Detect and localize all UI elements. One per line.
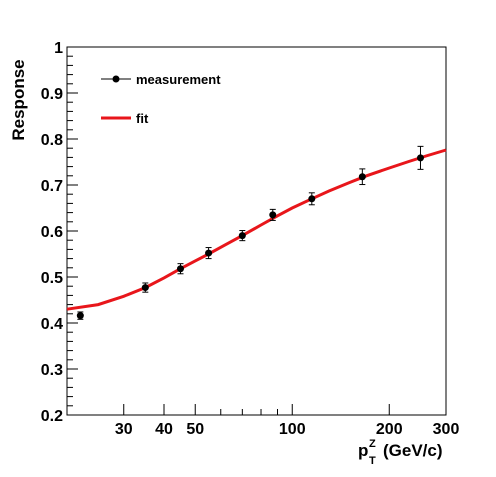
- y-tick-label: 0.6: [41, 224, 63, 241]
- legend-label-measurement: measurement: [136, 72, 221, 87]
- y-tick-label: 0.3: [41, 362, 63, 379]
- x-tick-label: 40: [155, 421, 173, 438]
- measurement-marker: [238, 232, 246, 240]
- y-tick-label: 0.7: [41, 178, 63, 195]
- measurement-marker: [308, 195, 316, 203]
- y-axis-title: Response: [9, 59, 28, 140]
- plot-frame: [66, 46, 447, 416]
- plot-series: [66, 145, 447, 320]
- x-axis-title: p Z T (GeV/c): [358, 438, 443, 467]
- measurement-point: [358, 168, 366, 186]
- measurement-marker: [205, 249, 213, 257]
- measurement-marker: [416, 154, 424, 162]
- x-axis: 30 40 50 100 200 300: [66, 404, 460, 438]
- measurement-point: [238, 230, 246, 242]
- x-tick-label: 300: [433, 421, 460, 438]
- legend: measurement fit: [101, 72, 221, 126]
- y-tick-label: 0.2: [41, 408, 63, 425]
- measurement-point: [141, 282, 149, 293]
- svg-text:p: p: [358, 441, 368, 460]
- fit-curve: [66, 148, 447, 311]
- y-axis: 0.2 0.3 0.4 0.5 0.6 0.7 0.8 0.9 1: [41, 40, 78, 425]
- x-tick-label: 50: [186, 421, 204, 438]
- y-tick-label: 0.8: [41, 132, 63, 149]
- measurement-marker: [141, 284, 149, 292]
- x-axis-title-unit: (GeV/c): [383, 441, 443, 460]
- measurement-point: [416, 145, 424, 170]
- measurement-marker: [358, 173, 366, 181]
- y-tick-label: 0.4: [41, 316, 63, 333]
- x-tick-label: 200: [376, 421, 403, 438]
- measurement-point: [205, 247, 213, 260]
- y-tick-label: 0.5: [41, 270, 63, 287]
- measurement-point: [176, 263, 184, 275]
- measurement-marker: [176, 265, 184, 273]
- measurement-marker: [269, 211, 277, 219]
- legend-entry-measurement: measurement: [101, 72, 221, 87]
- y-tick-label: 0.9: [41, 86, 63, 103]
- x-tick-label: 100: [279, 421, 306, 438]
- x-axis-title-sub: T: [369, 455, 376, 467]
- x-axis-title-sup: Z: [369, 438, 376, 450]
- x-tick-label: 30: [115, 421, 133, 438]
- legend-marker-measurement: [112, 75, 120, 83]
- x-axis-title-main: p: [358, 441, 368, 460]
- legend-entry-fit: fit: [101, 111, 149, 126]
- measurement-point: [76, 311, 84, 320]
- measurement-marker: [76, 312, 84, 320]
- measurement-point: [308, 192, 316, 206]
- legend-label-fit: fit: [136, 111, 149, 126]
- measurement-point: [269, 208, 277, 221]
- y-tick-label: 1: [54, 40, 63, 57]
